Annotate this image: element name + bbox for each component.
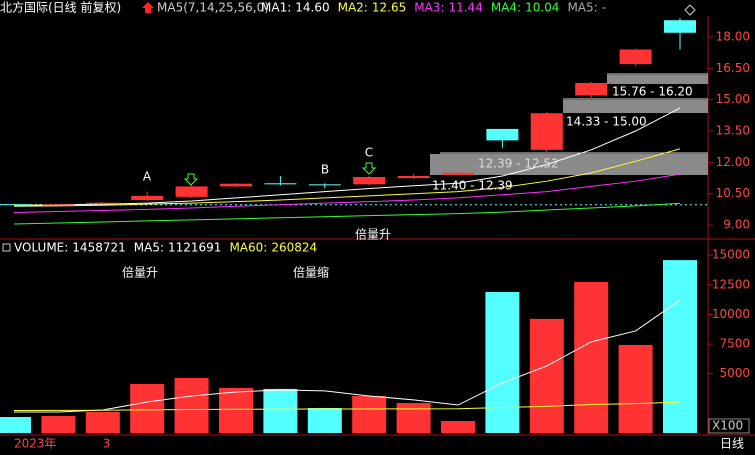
candle-body [131, 195, 164, 200]
legend-value: 260824 [271, 241, 317, 255]
x-tick-label: 2023年 [14, 437, 57, 451]
annotation: B [321, 163, 329, 177]
y-tick-label: 16.50 [716, 61, 750, 75]
y-tick-label: 5000 [719, 366, 750, 380]
volume-bar [85, 412, 120, 433]
legend-name: MA4: [491, 1, 521, 15]
period-label: 日线 [720, 437, 744, 451]
candle-body [175, 186, 208, 197]
zone [430, 154, 708, 175]
candle-body [42, 204, 75, 206]
y-tick-label: 15000 [712, 248, 750, 262]
legend-value: 10.04 [525, 1, 559, 15]
volume-bar [396, 403, 431, 433]
candle-body [486, 128, 519, 141]
up-icon [142, 2, 154, 13]
y-tick-label: 7500 [719, 337, 750, 351]
zone-label: 15.76 - 16.20 [612, 85, 693, 99]
panel-icon [2, 243, 11, 252]
candle-body [220, 183, 252, 187]
volume-legend: VOLUME: 1458721 MA5: 1121691 MA60: 260824 [14, 241, 317, 255]
x-tick-label: 3 [103, 437, 111, 451]
candle-body [442, 172, 474, 175]
ma-line [13, 173, 681, 214]
candle-body [353, 177, 386, 185]
y-tick-label: 12500 [712, 277, 750, 291]
diamond-icon [684, 4, 696, 16]
unit-box [708, 418, 750, 434]
volume-ma-line [13, 401, 681, 411]
price-panel: 9.00 10.50 12.00 13.50 15.00 16.50 18.00 [0, 18, 750, 232]
candle-body [530, 113, 563, 150]
legend-value: - [602, 1, 606, 15]
zone-label: 12.39 - 12.52 [478, 157, 559, 171]
candle-body [308, 184, 341, 186]
volume-bar [663, 260, 697, 433]
ma-line [13, 202, 681, 225]
legend-value: 11.44 [448, 1, 482, 15]
zone [563, 100, 708, 113]
candle-body [619, 49, 652, 65]
y-tick-label: 9.00 [723, 218, 750, 232]
volume-bar [529, 318, 564, 433]
annotation: 倍量升 [355, 227, 391, 242]
y-tick-label: 13.50 [716, 124, 750, 138]
legend-value: 1121691 [168, 241, 221, 255]
y-tick-label: 10.50 [716, 186, 750, 200]
legend-name: MA2: [338, 1, 368, 15]
annotation: 倍量缩 [293, 265, 329, 280]
volume-ma-line [14, 299, 681, 413]
ma-legend: MA1: 14.60 MA2: 12.65 MA3: 11.44 MA4: 10.04 MA5:… [261, 1, 606, 15]
volume-bar [441, 421, 475, 433]
volume-bar [574, 281, 609, 433]
candle-body [397, 175, 430, 179]
ma-line [13, 107, 681, 206]
legend-value: 12.65 [372, 1, 406, 15]
zone-label: 14.33 - 15.00 [566, 115, 647, 129]
unit-label: X100 [712, 419, 743, 433]
candle-body [575, 82, 608, 96]
volume-bar [485, 291, 520, 433]
volume-bar [307, 407, 342, 433]
indicator-label: MA5(7,14,25,56,0) [157, 1, 269, 15]
legend-value: 1458721 [72, 241, 125, 255]
down-arrow [183, 173, 199, 186]
zone [607, 75, 708, 84]
legend-value: 14.60 [295, 1, 329, 15]
legend-name: MA3: [414, 1, 444, 15]
down-arrow [361, 162, 377, 175]
zone-label: 11.40 - 12.39 [432, 179, 513, 193]
candle-body [264, 183, 297, 185]
volume-bar [219, 387, 253, 433]
stock-title: 北方国际(日线 前复权) [0, 0, 121, 15]
volume-bar [41, 415, 76, 433]
volume-bar [130, 383, 165, 433]
y-tick-label: 15.00 [716, 92, 750, 106]
legend-name: VOLUME: [14, 241, 68, 255]
ma-line [13, 148, 681, 207]
volume-bar [352, 395, 387, 433]
y-tick-label: 12.00 [716, 155, 750, 169]
volume-bar [0, 417, 31, 433]
y-tick-label: 10000 [712, 307, 750, 321]
legend-name: MA5: [567, 1, 597, 15]
legend-name: MA5: [134, 241, 164, 255]
candle-body [0, 204, 30, 206]
annotation: A [143, 170, 152, 184]
volume-bar [174, 377, 209, 433]
volume-panel: 5000 7500 10000 12500 15000 [0, 248, 750, 433]
candle-body [86, 202, 119, 204]
volume-bar [263, 388, 298, 433]
annotation: C [365, 146, 373, 160]
legend-name: MA60: [229, 241, 267, 255]
legend-name: MA1: [261, 1, 291, 15]
y-tick-label: 18.00 [716, 29, 750, 43]
candle-body [664, 20, 696, 33]
volume-bar [618, 344, 653, 433]
annotation: 倍量升 [122, 265, 158, 280]
